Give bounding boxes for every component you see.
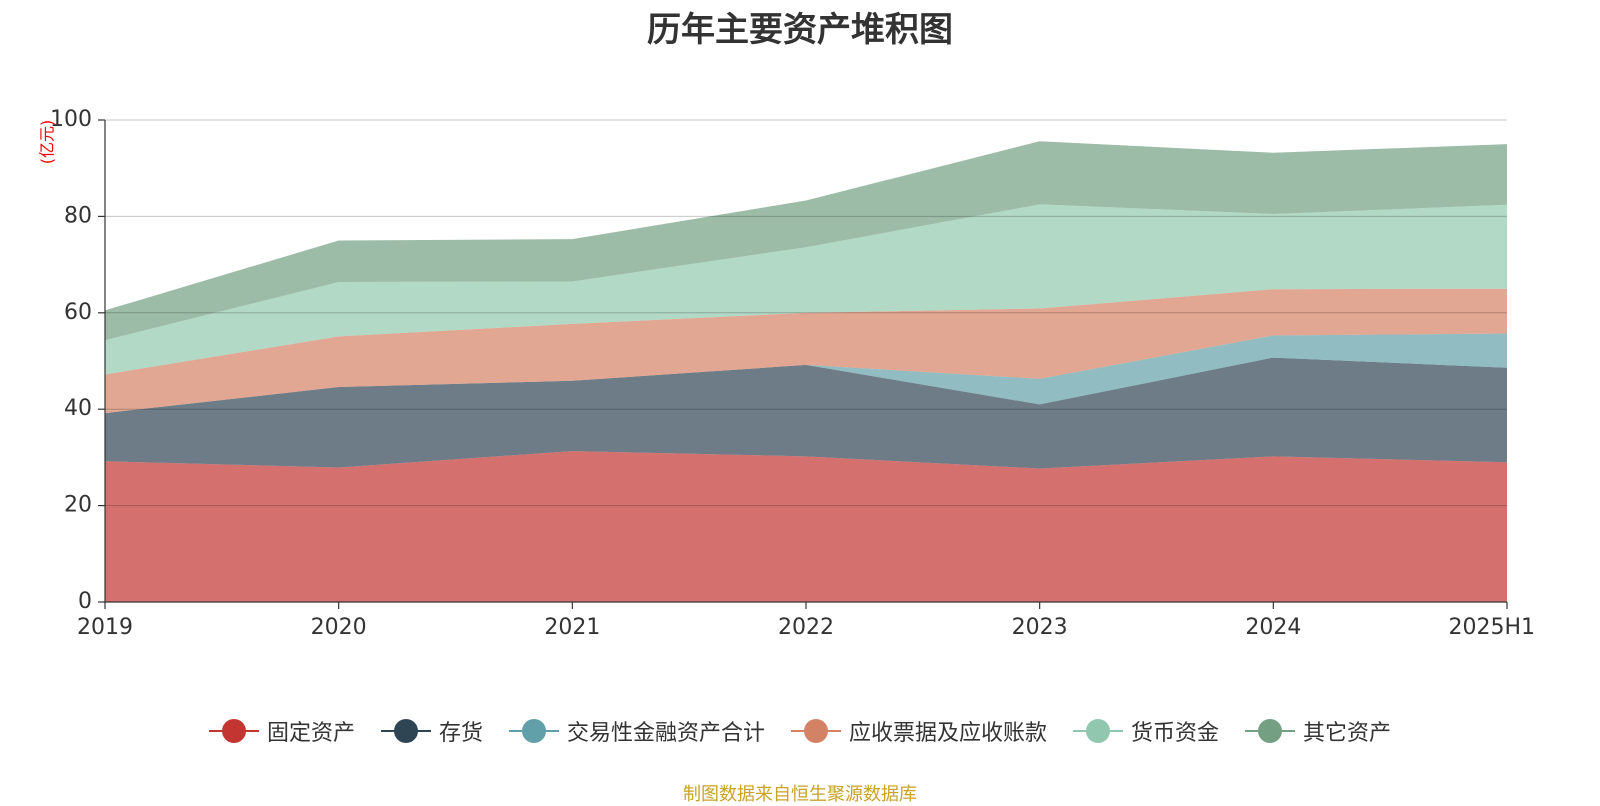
area-layers bbox=[105, 141, 1507, 602]
legend-marker-icon bbox=[791, 718, 841, 744]
legend: 固定资产 存货 交易性金融资产合计 应收票据及应收账款 货币资金 其它资产 bbox=[0, 715, 1600, 747]
x-tick-label: 2023 bbox=[1012, 615, 1068, 640]
y-tick-label: 20 bbox=[64, 493, 92, 518]
legend-item[interactable]: 固定资产 bbox=[208, 715, 355, 747]
x-tick-label: 2021 bbox=[544, 615, 600, 640]
legend-label: 货币资金 bbox=[1131, 721, 1220, 746]
legend-marker-icon bbox=[208, 718, 259, 744]
area-series-3 bbox=[105, 288, 1507, 414]
y-tick-label: 0 bbox=[78, 589, 92, 614]
legend-label: 固定资产 bbox=[266, 721, 355, 746]
legend-marker-icon bbox=[380, 718, 431, 744]
legend-label: 交易性金融资产合计 bbox=[566, 721, 765, 746]
legend-item[interactable]: 货币资金 bbox=[1073, 715, 1219, 747]
legend-label: 应收票据及应收账款 bbox=[849, 721, 1048, 746]
x-tick-label: 2020 bbox=[311, 615, 367, 640]
source-note: 制图数据来自恒生聚源数据库 bbox=[683, 784, 917, 805]
legend-item[interactable]: 存货 bbox=[380, 715, 483, 747]
legend-item[interactable]: 其它资产 bbox=[1245, 715, 1391, 747]
legend-item[interactable]: 应收票据及应收账款 bbox=[791, 715, 1047, 747]
area-series-4 bbox=[105, 204, 1507, 375]
legend-marker-icon bbox=[1073, 718, 1124, 744]
x-tick-label: 2019 bbox=[77, 615, 133, 640]
legend-marker-icon bbox=[1245, 718, 1296, 744]
chart-title: 历年主要资产堆积图 bbox=[647, 10, 953, 50]
area-series-2 bbox=[105, 333, 1507, 414]
legend-label: 其它资产 bbox=[1303, 721, 1392, 746]
x-tick-label: 2024 bbox=[1245, 615, 1301, 640]
x-tick-label: 2025H1 bbox=[1448, 615, 1535, 640]
legend-label: 存货 bbox=[438, 721, 483, 746]
axes: 0 20 40 60 80 100 2019 2020 2021 2022 2023 2024 2025… bbox=[50, 107, 1535, 640]
x-tick-label: 2022 bbox=[778, 615, 834, 640]
y-unit-label: (亿元) bbox=[38, 120, 57, 165]
legend-marker-icon bbox=[508, 718, 559, 744]
area-series-0 bbox=[105, 451, 1507, 602]
legend-item[interactable]: 交易性金融资产合计 bbox=[508, 715, 765, 747]
y-tick-label: 100 bbox=[50, 107, 92, 132]
area-series-5 bbox=[105, 141, 1507, 341]
area-series-1 bbox=[105, 357, 1507, 469]
y-tick-label: 80 bbox=[64, 203, 92, 228]
grid-lines bbox=[105, 119, 1507, 507]
y-tick-label: 60 bbox=[64, 300, 92, 325]
y-tick-label: 40 bbox=[64, 396, 92, 421]
